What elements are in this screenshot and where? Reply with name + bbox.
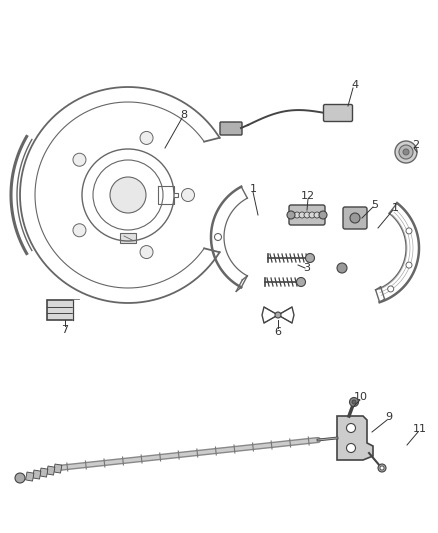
Circle shape: [350, 213, 360, 223]
Circle shape: [406, 262, 412, 268]
Text: 1: 1: [250, 184, 257, 194]
Circle shape: [110, 177, 146, 213]
Circle shape: [337, 263, 347, 273]
Text: 5: 5: [371, 200, 378, 210]
Circle shape: [140, 246, 153, 259]
Bar: [32, 470, 41, 479]
Circle shape: [287, 211, 295, 219]
Circle shape: [380, 466, 384, 470]
Circle shape: [181, 189, 194, 201]
Circle shape: [275, 312, 281, 318]
Text: 11: 11: [413, 424, 427, 434]
Circle shape: [73, 224, 86, 237]
Text: 7: 7: [61, 325, 69, 335]
FancyBboxPatch shape: [289, 205, 325, 225]
Circle shape: [140, 132, 153, 144]
FancyBboxPatch shape: [220, 122, 242, 135]
Circle shape: [305, 254, 314, 262]
Bar: [25, 472, 34, 481]
Circle shape: [297, 278, 305, 287]
Circle shape: [352, 400, 356, 404]
Bar: [39, 468, 48, 477]
Circle shape: [309, 212, 315, 218]
Polygon shape: [337, 416, 373, 460]
Circle shape: [350, 398, 358, 407]
Circle shape: [378, 464, 386, 472]
Text: 8: 8: [180, 110, 187, 120]
Circle shape: [215, 233, 222, 240]
Circle shape: [346, 443, 356, 453]
Text: 2: 2: [413, 140, 420, 150]
Circle shape: [73, 153, 86, 166]
Text: 10: 10: [354, 392, 368, 402]
Circle shape: [299, 212, 305, 218]
Circle shape: [294, 212, 300, 218]
Circle shape: [399, 145, 413, 159]
Circle shape: [403, 149, 409, 155]
Text: 6: 6: [275, 327, 282, 337]
Circle shape: [314, 212, 320, 218]
FancyBboxPatch shape: [324, 104, 353, 122]
Text: 4: 4: [351, 80, 359, 90]
Bar: [46, 466, 55, 475]
Circle shape: [406, 228, 412, 234]
Bar: [47, 300, 79, 320]
Text: 12: 12: [301, 191, 315, 201]
Bar: [53, 464, 62, 473]
Text: 1: 1: [392, 203, 399, 213]
Circle shape: [388, 286, 394, 292]
Circle shape: [304, 212, 310, 218]
Circle shape: [395, 141, 417, 163]
Circle shape: [346, 424, 356, 432]
Text: 3: 3: [304, 263, 311, 273]
Bar: [120, 233, 136, 243]
FancyBboxPatch shape: [343, 207, 367, 229]
Text: 9: 9: [385, 412, 392, 422]
Circle shape: [319, 211, 327, 219]
Circle shape: [15, 473, 25, 483]
